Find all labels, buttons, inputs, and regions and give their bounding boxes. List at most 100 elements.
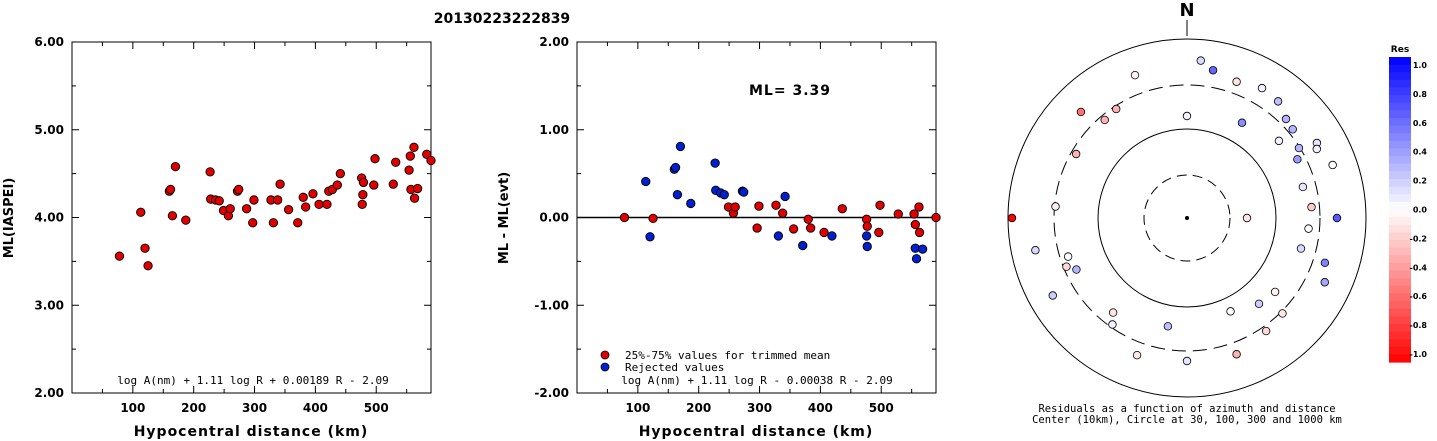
data-point — [719, 190, 729, 200]
data-point — [931, 212, 941, 223]
data-point — [641, 176, 651, 187]
data-point — [672, 190, 683, 200]
data-point — [806, 223, 816, 233]
x-tick-label: 500 — [869, 401, 894, 415]
colorbar-segment — [1389, 247, 1411, 256]
data-point — [248, 218, 258, 228]
y-tick-label: 5.00 — [34, 123, 64, 137]
x-tick-label: 400 — [303, 401, 328, 415]
x-tick-label: 100 — [625, 401, 650, 415]
data-point — [412, 183, 423, 194]
data-point — [778, 208, 788, 218]
station-point — [1111, 104, 1121, 114]
data-point — [648, 213, 658, 224]
colorbar-segment — [1389, 87, 1411, 96]
data-point — [225, 204, 235, 214]
data-point — [358, 177, 369, 188]
station-point — [1328, 160, 1337, 170]
y-tick-label: -2.00 — [534, 386, 569, 400]
station-point — [1273, 97, 1283, 106]
station-point — [1007, 213, 1017, 223]
formula-label: log A(nm) + 1.11 log R - 0.00038 R - 2.0… — [621, 374, 893, 387]
colorbar-segment — [1389, 148, 1411, 157]
data-point — [803, 214, 813, 224]
colorbar-segment — [1389, 102, 1411, 111]
formula-label: log A(nm) + 1.11 log R + 0.00189 R - 2.0… — [117, 374, 389, 387]
caption-line-1: Residuals as a function of azimuth and d… — [1038, 403, 1335, 415]
data-point — [909, 209, 919, 219]
y-tick-label: 4.00 — [34, 211, 64, 225]
epicenter-marker — [1185, 216, 1189, 220]
x-tick-label: 100 — [120, 401, 145, 415]
station-point — [1051, 202, 1060, 211]
station-point — [1254, 299, 1264, 308]
data-point — [875, 200, 885, 210]
colorbar-segment — [1389, 156, 1411, 165]
colorbar-segment — [1389, 308, 1411, 317]
station-point — [1232, 350, 1241, 359]
data-point — [275, 179, 285, 189]
station-points — [1007, 56, 1342, 366]
colorbar-segment — [1389, 217, 1411, 226]
colorbar-tick-label: 1.0 — [1413, 61, 1428, 70]
y-tick-label: 6.00 — [34, 35, 64, 49]
station-point — [1182, 356, 1192, 366]
colorbar-segment — [1389, 262, 1411, 272]
station-point — [1031, 246, 1040, 255]
colorbar-segment — [1389, 240, 1411, 249]
station-point — [1076, 107, 1086, 117]
data-point — [837, 204, 847, 214]
colorbar-segment — [1389, 95, 1411, 104]
colorbar-tick-label: -0.4 — [1410, 263, 1428, 272]
y-tick-label: 2.00 — [539, 35, 569, 49]
data-point — [645, 232, 655, 242]
x-tick-label: 300 — [747, 401, 772, 415]
legend-blue-marker — [600, 362, 610, 372]
data-point — [268, 218, 279, 228]
colorbar-segment — [1389, 201, 1411, 211]
data-point — [388, 179, 398, 189]
colorbar-segment — [1389, 110, 1411, 119]
station-point — [1196, 56, 1205, 65]
data-point — [234, 184, 244, 195]
legend-rejected: Rejected values — [625, 361, 724, 374]
data-point — [862, 241, 872, 252]
station-point — [1063, 252, 1073, 261]
data-point — [773, 231, 784, 241]
data-point — [357, 199, 367, 209]
colorbar-segment — [1389, 171, 1411, 180]
y-tick-label: 3.00 — [34, 298, 64, 312]
station-point — [1304, 224, 1313, 233]
colorbar-segment — [1389, 186, 1411, 195]
data-point — [910, 219, 920, 230]
colorbar-segment — [1389, 232, 1411, 241]
station-point — [1226, 307, 1235, 316]
data-point — [788, 224, 799, 234]
data-point — [730, 202, 740, 212]
data-point — [214, 196, 224, 206]
data-point — [140, 243, 150, 253]
data-point — [893, 209, 903, 219]
data-point — [332, 180, 342, 190]
data-point — [917, 244, 928, 254]
data-point — [686, 198, 696, 209]
data-point — [426, 155, 436, 166]
colorbar-segment — [1389, 125, 1411, 134]
y-tick-labels: -2.00 -1.00 0.00 1.00 2.00 — [534, 35, 569, 400]
data-point — [314, 199, 324, 209]
station-point — [1130, 70, 1140, 80]
data-point — [914, 202, 924, 212]
colorbar-title: Res — [1391, 45, 1409, 55]
station-point — [1281, 114, 1291, 124]
colorbar-segment — [1389, 346, 1411, 355]
colorbar-tick-label: 0.6 — [1413, 119, 1428, 128]
figure-title: 20130223222839 — [434, 11, 570, 27]
y-tick-label: 1.00 — [539, 123, 569, 137]
data-point — [114, 251, 125, 261]
colorbar-tick-label: -0.2 — [1410, 234, 1428, 243]
station-point — [1293, 155, 1302, 164]
station-point — [1237, 118, 1247, 127]
colorbar-tick-label: 0.0 — [1413, 206, 1428, 215]
colorbar-tick-label: -1.0 — [1410, 350, 1428, 359]
station-point — [1332, 213, 1342, 223]
